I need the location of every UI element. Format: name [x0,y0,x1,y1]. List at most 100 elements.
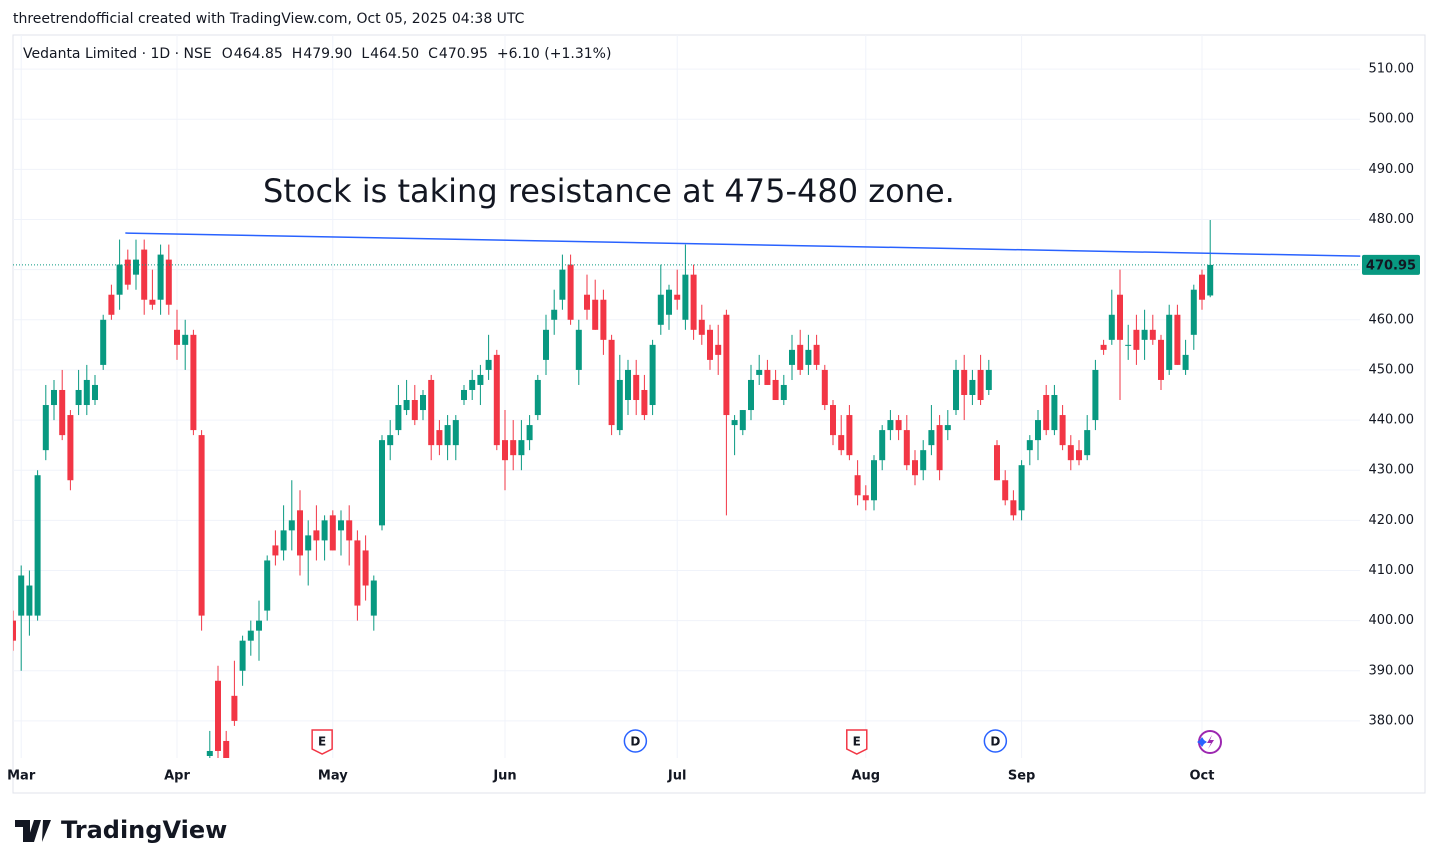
candle-body [1117,294,1123,340]
candle-body [288,520,295,531]
candle-body [862,495,869,501]
candle-body [1043,394,1050,431]
price-label-bg [1362,254,1420,275]
candle-body [231,695,238,721]
event-marker [846,729,868,755]
brand-logo: TradingView [15,816,227,844]
candle-body [616,379,623,431]
trend-line [125,232,1361,257]
candle-body [879,430,886,461]
candle-body [534,379,541,416]
candle-body [1076,450,1082,461]
candle-body [420,394,426,411]
x-tick-label: Sep [1008,769,1036,784]
candle-body [1026,440,1033,451]
candle-body [526,425,533,441]
candle-body [592,299,599,330]
candle-body [165,259,172,305]
candle-body [1051,394,1058,431]
candle-body [1010,500,1017,516]
candle-body [149,299,156,305]
legend-change: +6.10 (+1.31%) [497,46,611,62]
candle-body [633,374,640,401]
candle-body [346,520,353,541]
event-label: D [990,735,1000,749]
candle-body [75,389,82,406]
candle-body [13,620,16,641]
x-tick-label: May [318,769,348,784]
candle-body [772,379,779,401]
candle-body [1018,465,1025,511]
candle-body [1108,314,1115,340]
candle-body [543,329,549,360]
candle-body [756,369,763,375]
candle-body [682,274,689,320]
candle-body [821,369,828,406]
candle-body [625,369,631,401]
candle-body [944,425,951,431]
y-tick-label: 430.00 [1369,463,1415,478]
event-label: D [630,735,640,749]
candle-body [223,740,230,758]
candle-body [1166,314,1173,370]
legend-key: C [428,46,438,62]
candle-body [124,259,131,285]
candle-body [1125,344,1132,346]
candle-body [1092,369,1099,421]
candle-body [83,379,90,406]
candle-body [608,339,615,426]
candle-body [329,515,336,551]
candle-body [1174,314,1181,365]
event-marker [311,729,333,755]
x-tick-label: Apr [164,769,190,784]
candle-body [912,460,918,476]
frame [12,34,1426,794]
candle-body [838,435,845,451]
x-tick-label: Jul [667,769,687,784]
candle-body [1158,339,1164,380]
candle-body [805,349,812,365]
candle-body [215,680,221,751]
candle-body [797,344,804,370]
candle-body [641,389,648,416]
legend-key: L [361,46,369,62]
candle-body [1100,344,1107,350]
candle-body [100,319,107,365]
candles [13,220,1214,758]
candle-body [502,440,508,461]
candle-body [395,405,402,431]
candle-body [830,405,836,436]
candle-body [18,575,25,616]
candle-body [731,420,738,426]
candle-body [321,520,328,541]
candle-body [575,329,582,370]
candle-body [846,415,853,456]
candle-body [461,389,467,401]
x-tick-label: Aug [851,769,880,784]
candle-body [920,450,927,471]
event-label: E [853,735,861,749]
candle-body [206,750,213,756]
candle-body [116,264,123,295]
y-tick-label: 440.00 [1369,413,1415,428]
event-icon [1197,730,1222,754]
legend-key: H [292,46,303,62]
candle-body [256,620,262,631]
legend-title: Vedanta Limited · 1D · NSE [23,46,212,62]
x-tick-label: Jun [492,769,516,784]
candle-body [1084,430,1091,456]
candle-body [854,475,861,496]
y-tick-label: 390.00 [1369,663,1415,678]
candle-body [190,334,197,431]
candle-body [600,299,607,340]
y-tick-label: 410.00 [1369,563,1415,578]
candle-body [657,294,664,325]
candle-body [510,440,517,456]
candle-body [1141,329,1148,340]
y-tick-label: 450.00 [1369,362,1415,377]
candle-body [174,329,180,345]
legend-value: 479.90 [303,46,352,62]
candle-body [518,440,525,456]
event-marker [983,729,1008,753]
y-tick-label: 400.00 [1369,613,1415,628]
